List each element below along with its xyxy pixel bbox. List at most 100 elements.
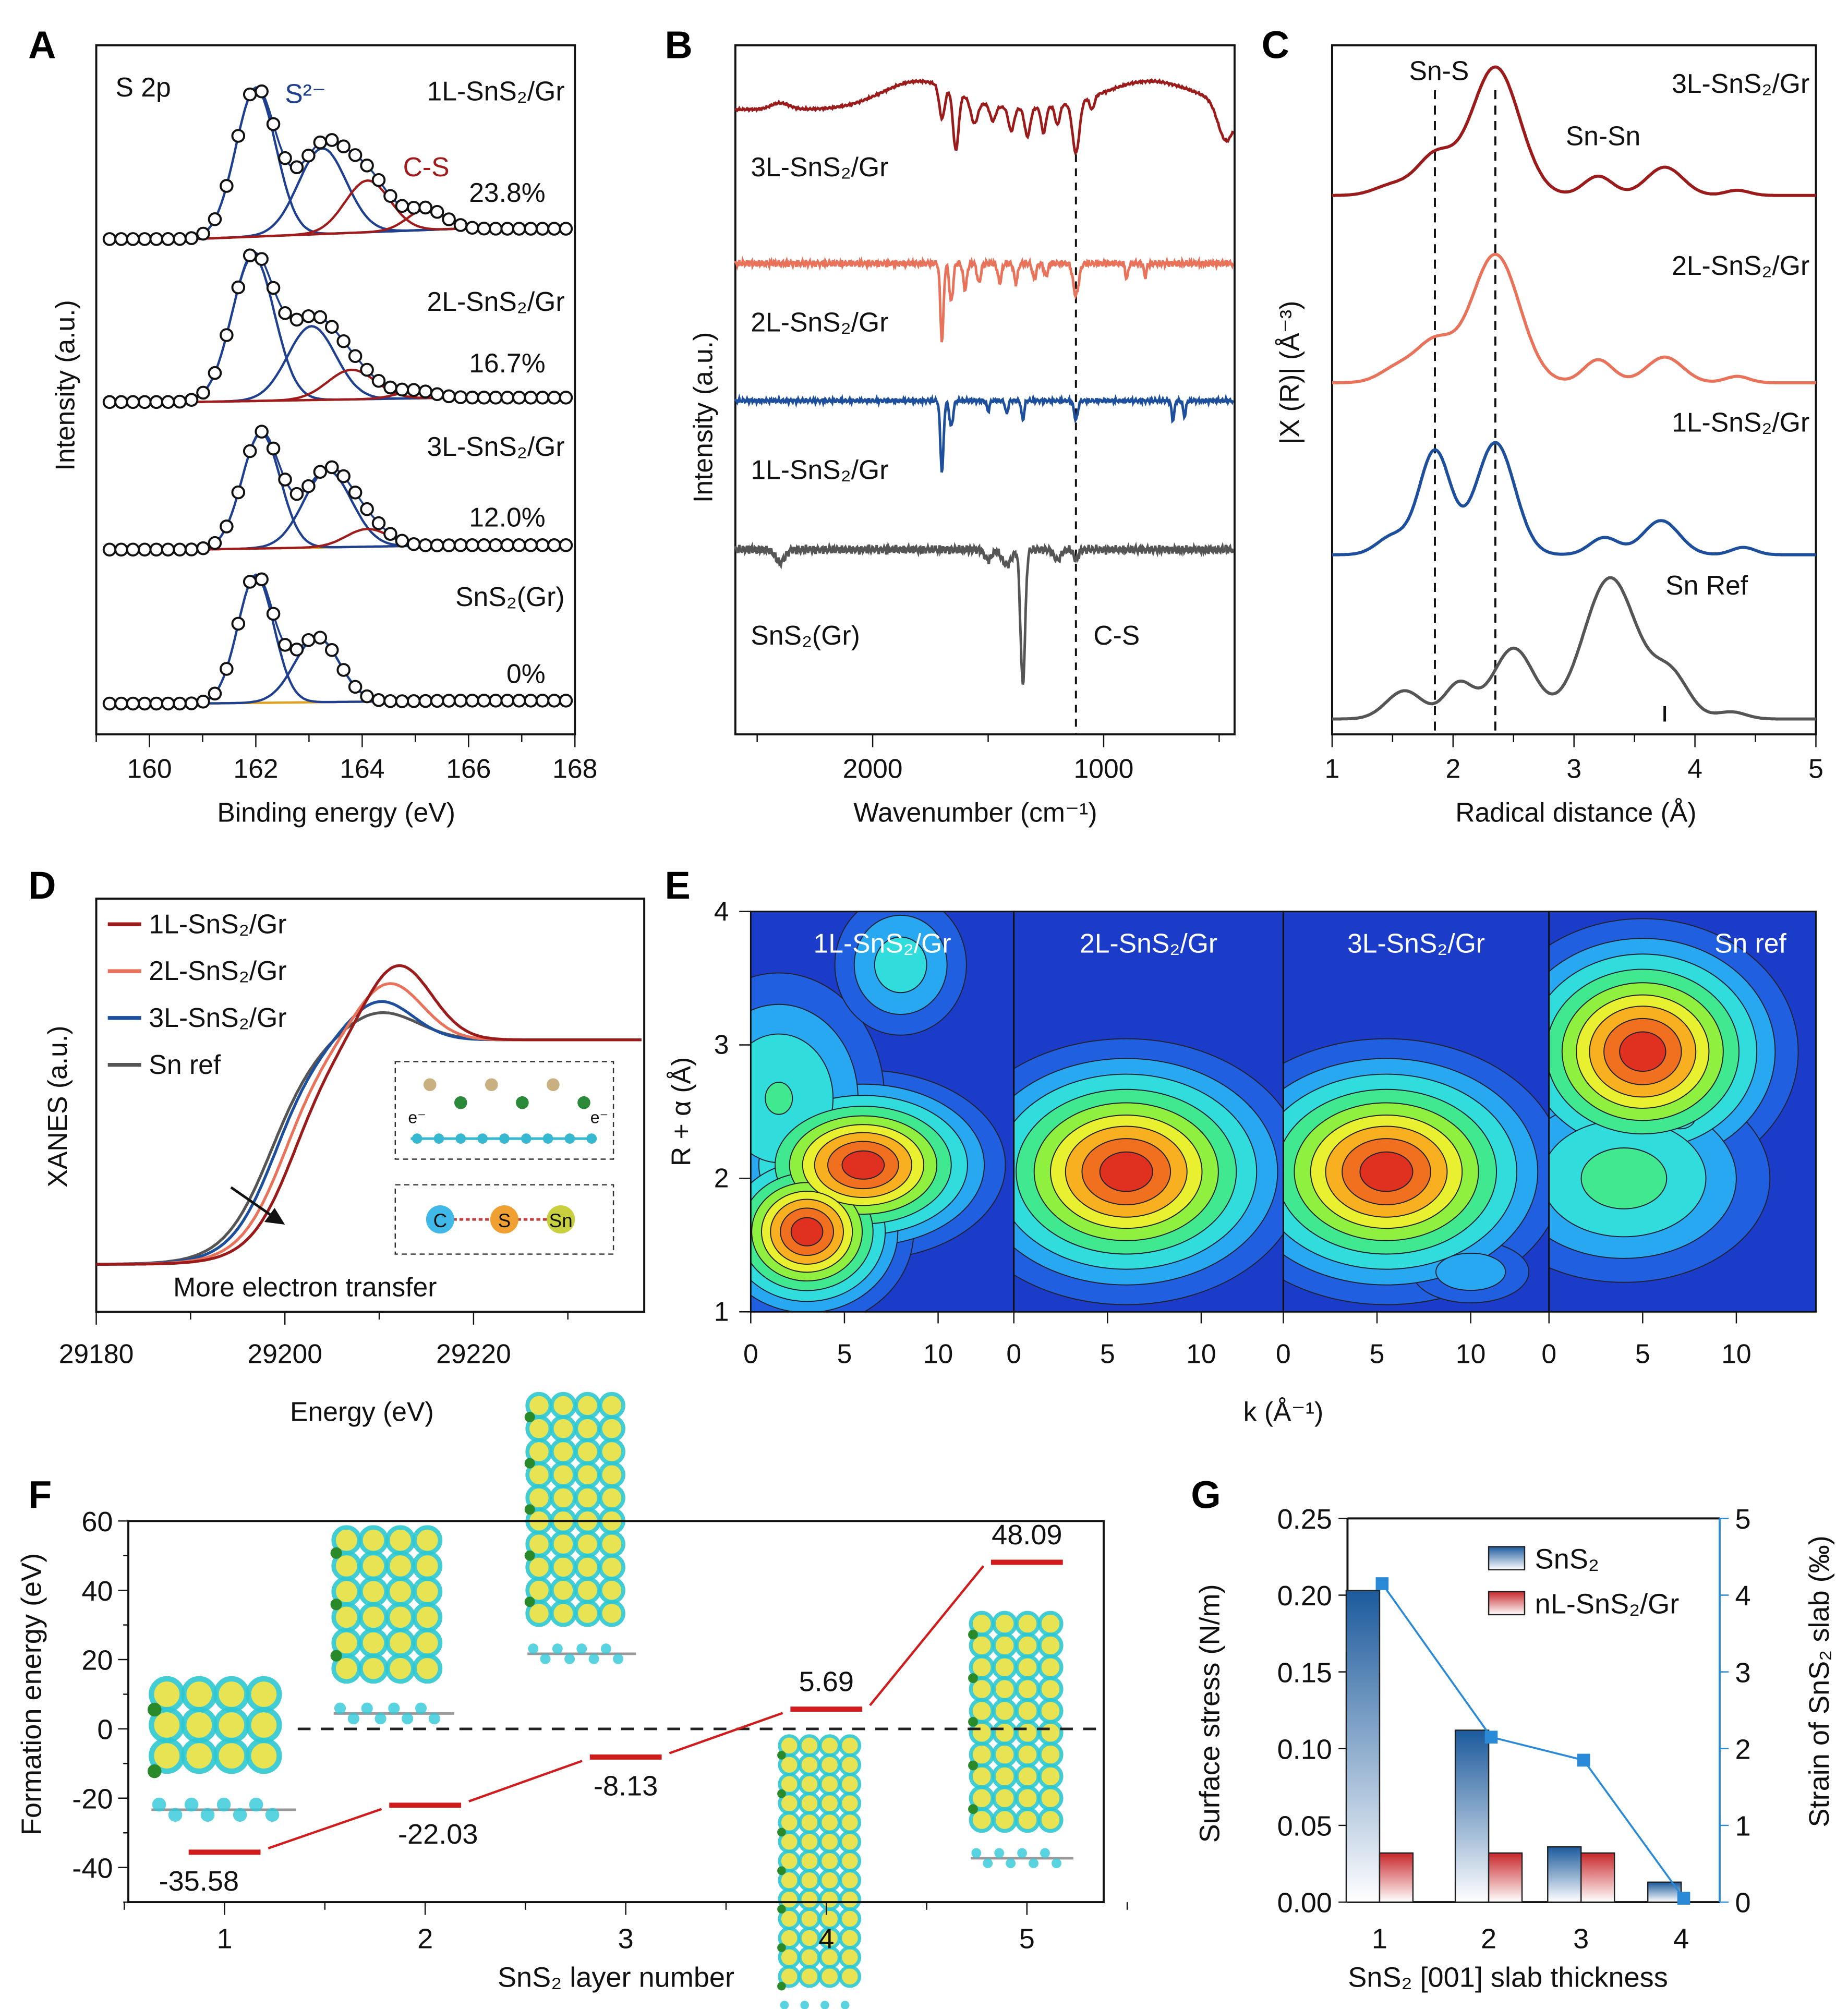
sn-orbital-icon <box>246 1676 282 1713</box>
data-point <box>301 633 316 647</box>
sn-orbital-icon <box>213 1737 250 1774</box>
contour-level <box>765 1082 793 1115</box>
data-point <box>220 328 234 342</box>
y-tick-label: -20 <box>72 1783 113 1814</box>
data-point <box>184 696 199 710</box>
data-point <box>149 542 164 557</box>
data-point <box>430 204 444 219</box>
data-point <box>453 538 468 552</box>
cs-fraction-label: 16.7% <box>469 348 545 378</box>
data-point <box>477 694 491 708</box>
sns2-atom-icon <box>547 1078 560 1092</box>
sn-orbital-icon <box>838 1773 862 1796</box>
value-label: 48.09 <box>992 1519 1062 1551</box>
data-point <box>324 643 339 657</box>
x-axis-label: k (Å⁻¹) <box>1243 1396 1324 1426</box>
sn-orbital-icon <box>574 1600 601 1627</box>
x-axis-label: SnS₂ [001] slab thickness <box>1348 1962 1668 1993</box>
sn-orbital-icon <box>598 1553 625 1581</box>
sn-orbital-icon <box>412 1551 443 1581</box>
x-tick-label: 10 <box>1186 1339 1216 1369</box>
sn-orbital-icon <box>574 1530 601 1558</box>
sn-orbital-icon <box>838 1849 862 1873</box>
s-atom-icon <box>490 1205 519 1234</box>
legend-label: nL-SnS₂/Gr <box>1535 1588 1680 1619</box>
data-point <box>255 84 269 99</box>
data-point <box>383 694 397 708</box>
sn-orbital-icon <box>385 1525 416 1556</box>
sn-orbital-icon <box>1037 1611 1064 1637</box>
data-point <box>173 696 187 711</box>
s-atom-label: S <box>498 1210 511 1231</box>
data-point <box>442 212 456 226</box>
charge-icon <box>1040 1848 1050 1858</box>
legend: 1L-SnS₂/Gr 2L-SnS₂/Gr 3L-SnS₂/Gr Sn ref <box>107 909 287 1080</box>
data-point <box>477 538 491 552</box>
data-point <box>102 232 117 246</box>
sn-orbital-icon <box>549 1530 577 1558</box>
data-point <box>418 694 433 708</box>
data-point <box>126 696 140 711</box>
data-point <box>395 534 409 548</box>
data-point <box>524 694 538 708</box>
data-point <box>453 218 468 232</box>
data-point <box>336 663 351 677</box>
data-point <box>383 527 397 541</box>
y-axis-label: Surface stress (N/m) <box>1194 1584 1225 1843</box>
sn-orbital-icon <box>549 1577 577 1604</box>
x-tick-label: 0 <box>1541 1339 1556 1369</box>
sn-orbital-icon <box>412 1602 443 1632</box>
sn-orbital-icon <box>181 1676 218 1713</box>
data-point <box>524 538 538 552</box>
x-tick-label: 4 <box>818 1923 834 1955</box>
s-atom-icon <box>524 1412 535 1422</box>
sn-orbital-icon <box>838 1946 862 1969</box>
sn-orbital-icon <box>1037 1654 1064 1680</box>
charge-icon <box>184 1797 199 1812</box>
data-point <box>149 696 164 711</box>
sn-orbital-icon <box>385 1628 416 1658</box>
sn-orbital-icon <box>798 1792 821 1815</box>
sn-orbital-icon <box>412 1525 443 1556</box>
data-point <box>220 662 234 676</box>
sn-orbital-icon <box>598 1461 625 1488</box>
data-point <box>266 441 281 456</box>
sn-orbital-icon <box>1037 1720 1064 1746</box>
contour-level <box>1619 1031 1666 1072</box>
series-label: 2L-SnS₂/Gr <box>1672 250 1809 281</box>
strain-marker <box>1677 1892 1690 1905</box>
charge-icon <box>415 1702 427 1714</box>
data-point <box>348 349 363 364</box>
data-point <box>289 643 304 657</box>
x-axis-label: Binding energy (eV) <box>217 797 455 827</box>
sn-orbital-icon <box>598 1600 625 1627</box>
sn-orbital-icon <box>798 1869 821 1892</box>
y-right-tick-label: 0 <box>1735 1887 1750 1919</box>
y-tick-label: 60 <box>81 1506 113 1538</box>
y-tick-label: 20 <box>81 1645 113 1676</box>
series-label: 3L-SnS₂/Gr <box>751 152 888 182</box>
sn-orbital-icon <box>549 1553 577 1581</box>
sn-orbital-icon <box>992 1763 1018 1789</box>
charge-density-structure-image <box>524 1391 636 1664</box>
data-point <box>360 689 374 704</box>
data-point <box>407 537 421 551</box>
sn-orbital-icon <box>798 1830 821 1854</box>
wavelet-map <box>1013 911 1284 1312</box>
data-point <box>243 248 257 262</box>
x-tick-label: 10 <box>923 1339 953 1369</box>
map-label: 2L-SnS₂/Gr <box>1080 928 1217 958</box>
sn-orbital-icon <box>992 1676 1018 1702</box>
y-tick-label: 1 <box>714 1296 729 1326</box>
data-point <box>465 694 479 708</box>
series-label: 3L-SnS₂/Gr <box>427 431 564 462</box>
data-point <box>442 538 456 552</box>
panel-letter-c: C <box>1262 23 1289 66</box>
data-point <box>559 694 573 708</box>
charge-icon <box>1052 1858 1061 1869</box>
charge-icon <box>375 1713 386 1725</box>
data-point <box>126 395 140 409</box>
panel-f-formation-energy-chart: -40 -20 0 20 40 60 1 2 3 4 5 SnS₂ layer number Forma… <box>16 1391 1128 2009</box>
charge-icon <box>347 1713 359 1725</box>
c-atom-icon <box>426 1205 454 1234</box>
